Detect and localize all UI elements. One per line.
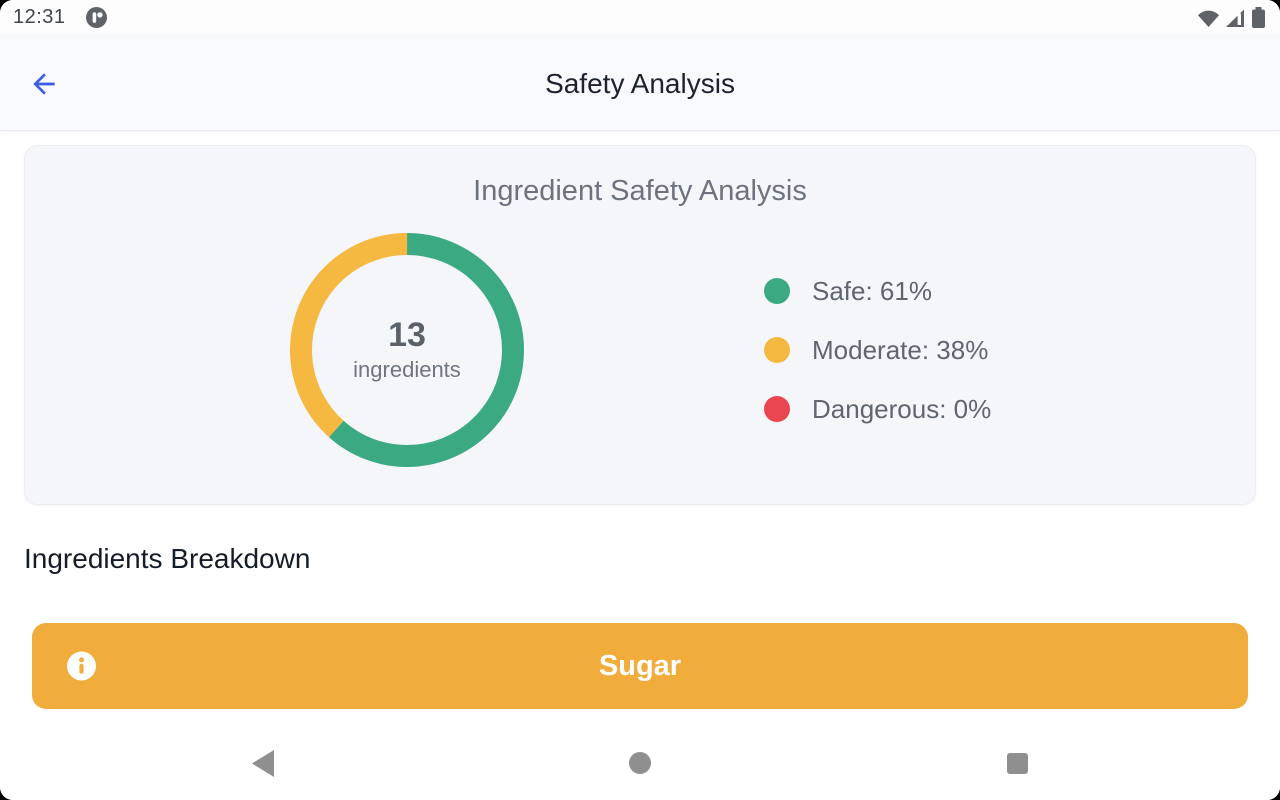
donut-chart: 13 ingredients — [289, 232, 525, 468]
info-icon — [67, 651, 96, 681]
back-button[interactable] — [24, 64, 64, 104]
legend-label: Moderate: 38% — [812, 334, 989, 365]
ingredient-count-label: ingredients — [353, 357, 461, 382]
app-bar: Safety Analysis — [0, 34, 1280, 130]
battery-icon — [1250, 6, 1267, 28]
back-nav-icon[interactable] — [252, 750, 274, 777]
page-title: Safety Analysis — [545, 68, 735, 99]
safety-analysis-card: Ingredient Safety Analysis 13 ingredient… — [24, 145, 1256, 505]
legend-label: Dangerous: 0% — [812, 393, 992, 424]
status-bar: 12:31 — [0, 0, 1280, 34]
chart-legend: Safe: 61% Moderate: 38% Dangerous: 0% — [764, 276, 991, 425]
legend-item-moderate: Moderate: 38% — [764, 335, 991, 366]
chart-row: 13 ingredients Safe: 61% Moderate: 38% — [25, 232, 1255, 468]
safe-dot-icon — [764, 278, 790, 304]
ingredient-count: 13 — [388, 316, 426, 354]
legend-label: Safe: 61% — [812, 275, 932, 306]
back-arrow-icon — [28, 68, 60, 100]
card-title: Ingredient Safety Analysis — [473, 175, 807, 207]
ingredient-header-sugar[interactable]: Sugar — [32, 623, 1248, 709]
moderate-dot-icon — [764, 337, 790, 363]
ingredient-name: Sugar — [598, 649, 682, 682]
wifi-icon — [1197, 9, 1220, 28]
info-button[interactable] — [67, 651, 96, 681]
recents-nav-icon[interactable] — [1007, 753, 1028, 774]
home-nav-icon[interactable] — [629, 752, 651, 774]
legend-item-safe: Safe: 61% — [764, 276, 991, 307]
donut-chart-svg — [290, 233, 524, 467]
cell-signal-icon — [1225, 9, 1245, 28]
app-notification-icon — [85, 6, 107, 28]
donut-center-label: 13 ingredients — [289, 232, 525, 468]
content: Ingredient Safety Analysis 13 ingredient… — [0, 145, 1280, 709]
section-heading: Ingredients Breakdown — [24, 543, 311, 574]
clock: 12:31 — [13, 5, 66, 28]
status-icons — [1197, 6, 1267, 28]
legend-item-dangerous: Dangerous: 0% — [764, 394, 991, 425]
dangerous-dot-icon — [764, 396, 790, 422]
